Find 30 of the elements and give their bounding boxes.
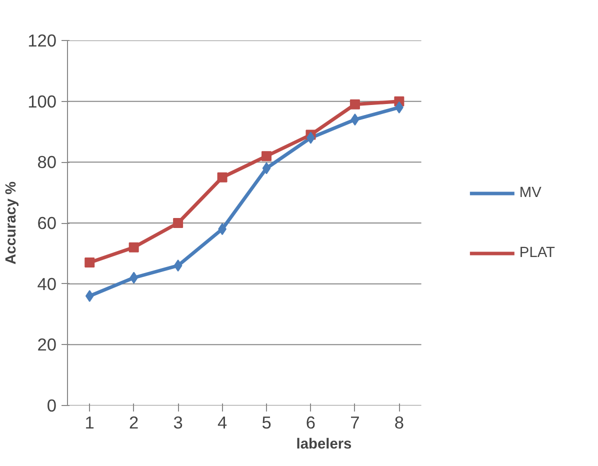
point [262,162,271,174]
x-axis-title: labelers [296,436,352,452]
x-tick-label: 1 [84,412,94,432]
legend-label: PLAT [519,244,555,260]
y-tick-label: 80 [37,152,57,172]
legend-label: MV [519,184,542,200]
y-tick-label: 100 [28,91,57,112]
x-tick-label: 4 [217,412,228,432]
x-tick-label: 8 [394,412,404,432]
x-tick-label: 5 [262,412,272,432]
x-tick-label: 7 [350,412,360,432]
y-tick-label: 60 [37,213,57,233]
x-tick-label: 3 [173,412,183,432]
point [84,258,95,268]
y-tick-label: 120 [28,30,57,50]
x-tick-label: 6 [306,412,316,432]
y-axis-title: Accuracy % [4,181,20,265]
point [128,242,139,252]
point [262,151,272,162]
point [217,172,228,182]
point [350,99,360,110]
y-tick-label: 20 [37,334,57,355]
y-tick-label: 40 [37,274,57,294]
point [350,114,360,126]
point [173,218,184,228]
x-tick-label: 2 [129,412,139,432]
point [174,260,182,272]
point [130,272,138,284]
point [85,290,94,302]
y-tick-label: 0 [46,396,57,416]
